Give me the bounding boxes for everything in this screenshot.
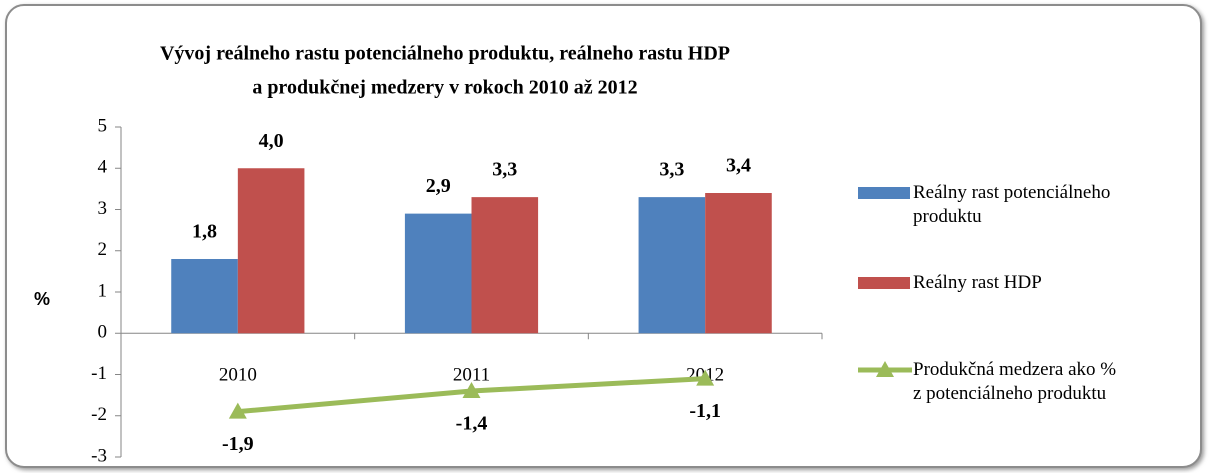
value-label: -1,9	[222, 433, 254, 455]
x-tick-label: 2010	[219, 365, 257, 386]
value-label: 3,3	[492, 159, 517, 181]
legend-label: Reálny rast potenciálneho produktu	[913, 182, 1111, 227]
chart-frame	[5, 4, 1202, 468]
legend-label: Reálny rast HDP	[913, 272, 1042, 293]
chart-title: Vývoj reálneho rastu potenciálneho produ…	[160, 43, 730, 65]
legend-item: Reálny rast potenciálneho produktu	[913, 182, 1111, 227]
legend-swatch	[876, 361, 894, 377]
value-label: 3,4	[726, 155, 751, 177]
chart-title: a produkčnej medzery v rokoch 2010 až 20…	[252, 77, 637, 99]
x-tick-label: 2011	[453, 365, 490, 386]
y-tick-label: 5	[98, 115, 108, 136]
value-label: 2,9	[426, 175, 451, 197]
bar	[404, 213, 472, 334]
y-tick-label: 0	[98, 322, 108, 343]
legend-swatch	[858, 277, 910, 289]
y-tick-label: 1	[98, 280, 108, 301]
y-tick-label: 2	[98, 239, 108, 260]
value-label: 4,0	[259, 130, 284, 152]
legend-item: Reálny rast HDP	[913, 272, 1042, 293]
y-tick-label: 3	[98, 198, 108, 219]
bar	[237, 168, 305, 334]
legend-item: Produkčná medzera ako % z potenciálneho …	[913, 359, 1117, 404]
bar	[638, 197, 706, 334]
value-label: -1,4	[456, 413, 488, 435]
value-label: 3,3	[659, 159, 684, 181]
marker	[228, 402, 247, 419]
marker	[462, 382, 481, 398]
bar	[471, 197, 539, 334]
y-tick-label: -2	[91, 404, 107, 425]
y-tick-label: -3	[91, 445, 107, 466]
value-label: 1,8	[192, 221, 217, 243]
legend-swatch	[858, 187, 910, 199]
bar	[171, 259, 238, 334]
marker	[696, 369, 715, 386]
y-tick-label: -1	[91, 363, 107, 384]
bar	[705, 193, 772, 334]
y-axis-label: %	[34, 289, 50, 309]
value-label: -1,1	[689, 400, 721, 422]
y-tick-label: 4	[98, 157, 108, 178]
legend-label: Produkčná medzera ako % z potenciálneho …	[913, 359, 1117, 404]
